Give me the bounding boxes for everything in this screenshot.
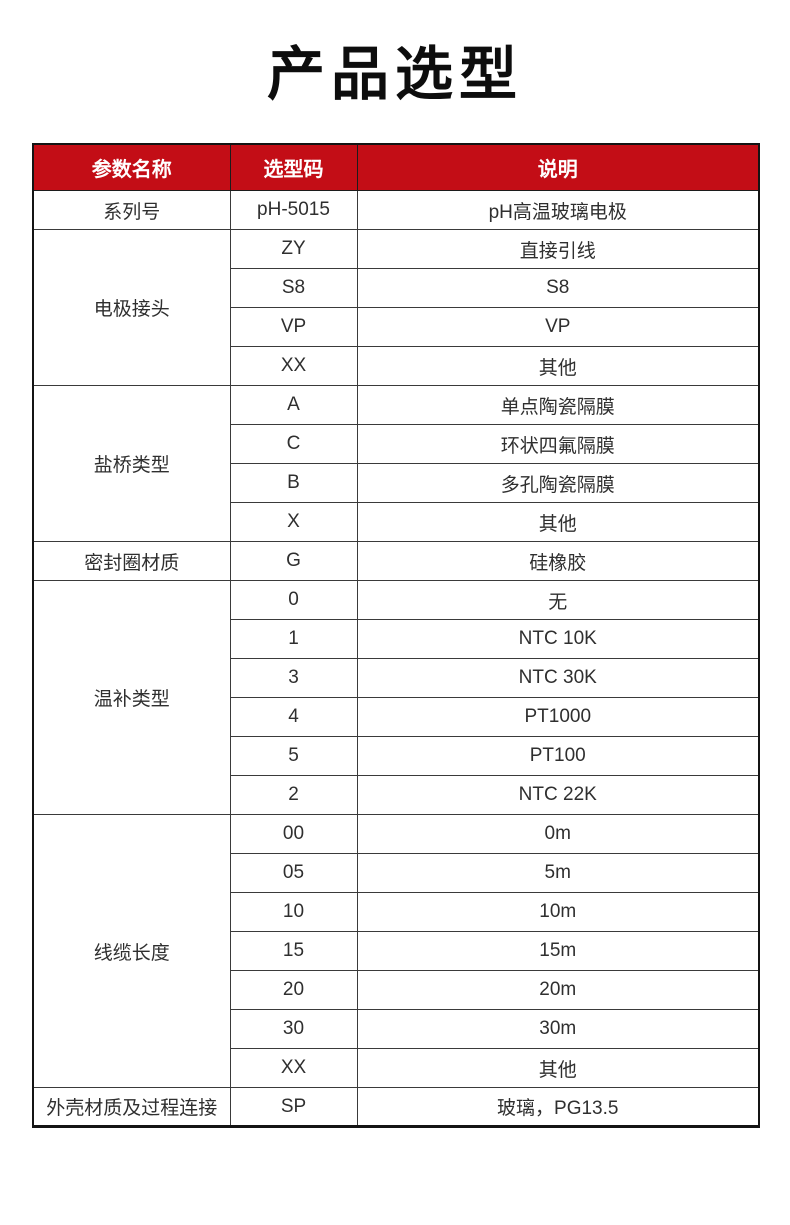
table-row: 密封圈材质 G 硅橡胶: [32, 541, 760, 581]
column-header-description: 说明: [356, 143, 760, 191]
selection-code-cell: 00: [229, 814, 358, 854]
description-cell: 玻璃，PG13.5: [356, 1087, 760, 1127]
selection-code-cell: C: [229, 424, 358, 464]
selection-code-cell: 4: [229, 697, 358, 737]
header-row: 参数名称 选型码 说明: [32, 143, 760, 191]
description-cell: NTC 10K: [356, 619, 760, 659]
page-title: 产品选型: [266, 41, 523, 107]
table-row: 15 15m: [33, 931, 760, 971]
table-row: XX 其他: [33, 1048, 760, 1088]
description-cell: 多孔陶瓷隔膜: [356, 463, 760, 503]
selection-code-cell: 5: [229, 736, 358, 776]
selection-code-cell: 15: [229, 931, 358, 971]
selection-code-cell: SP: [229, 1087, 358, 1127]
table-row: 05 5m: [33, 853, 760, 893]
description-cell: 其他: [356, 502, 760, 542]
selection-code-cell: X: [229, 502, 358, 542]
param-name-cell: 盐桥类型: [32, 385, 231, 542]
description-cell: 5m: [356, 853, 760, 893]
description-cell: 10m: [356, 892, 760, 932]
selection-code-cell: 3: [229, 658, 358, 698]
column-header-selection-code: 选型码: [229, 143, 358, 191]
table-row: 线缆长度 00 0m: [32, 814, 760, 1088]
table-row: VP VP: [33, 307, 760, 347]
description-cell: 直接引线: [356, 229, 760, 269]
description-cell: 其他: [356, 1048, 760, 1088]
selection-code-cell: ZY: [229, 229, 358, 269]
table-row: B 多孔陶瓷隔膜: [33, 463, 760, 503]
selection-code-cell: A: [229, 385, 358, 425]
selection-code-cell: 10: [229, 892, 358, 932]
selection-code-cell: 30: [229, 1009, 358, 1049]
description-cell: NTC 30K: [356, 658, 760, 698]
param-name-cell: 密封圈材质: [32, 541, 231, 581]
product-selection-table: 参数名称 选型码 说明 系列号 pH-5015 pH高温玻璃电极 电极接头 ZY 直接引线…: [32, 143, 760, 1128]
param-name-cell: 电极接头: [32, 229, 231, 386]
selection-code-cell: VP: [229, 307, 358, 347]
description-cell: PT100: [356, 736, 760, 776]
description-cell: 0m: [356, 814, 760, 854]
selection-code-cell: B: [229, 463, 358, 503]
param-name-cell: 线缆长度: [32, 814, 231, 1088]
selection-code-cell: pH-5015: [229, 190, 358, 230]
column-header-param-name: 参数名称: [32, 143, 231, 191]
table-row: 外壳材质及过程连接 SP 玻璃，PG13.5: [32, 1087, 760, 1127]
table-row: 5 PT100: [33, 736, 760, 776]
selection-code-cell: 1: [229, 619, 358, 659]
table-row: 电极接头 ZY 直接引线: [32, 229, 760, 386]
selection-code-cell: 05: [229, 853, 358, 893]
description-cell: 无: [356, 580, 760, 620]
table-row: 温补类型 0 无: [32, 580, 760, 815]
table-row: 20 20m: [33, 970, 760, 1010]
description-cell: 单点陶瓷隔膜: [356, 385, 760, 425]
description-cell: 其他: [356, 346, 760, 386]
description-cell: 20m: [356, 970, 760, 1010]
selection-code-cell: 0: [229, 580, 358, 620]
table-row: 30 30m: [33, 1009, 760, 1049]
description-cell: pH高温玻璃电极: [356, 190, 760, 230]
table-row: 4 PT1000: [33, 697, 760, 737]
table-row: 盐桥类型 A 单点陶瓷隔膜: [32, 385, 760, 542]
description-cell: 硅橡胶: [356, 541, 760, 581]
description-cell: 15m: [356, 931, 760, 971]
selection-code-cell: G: [229, 541, 358, 581]
description-cell: NTC 22K: [356, 775, 760, 815]
description-cell: 30m: [356, 1009, 760, 1049]
table-row: 2 NTC 22K: [33, 775, 760, 815]
table-body: 系列号 pH-5015 pH高温玻璃电极 电极接头 ZY 直接引线 S8 S8 VP VP XX 其他…: [32, 190, 760, 1127]
table-row: S8 S8: [33, 268, 760, 308]
description-cell: 环状四氟隔膜: [356, 424, 760, 464]
selection-code-cell: S8: [229, 268, 358, 308]
param-name-cell: 系列号: [32, 190, 231, 230]
description-cell: PT1000: [356, 697, 760, 737]
param-name-cell: 温补类型: [32, 580, 231, 815]
selection-code-cell: 2: [229, 775, 358, 815]
selection-code-cell: XX: [229, 346, 358, 386]
table-row: X 其他: [33, 502, 760, 542]
table-row: 系列号 pH-5015 pH高温玻璃电极: [32, 190, 760, 230]
selection-code-cell: 20: [229, 970, 358, 1010]
description-cell: S8: [356, 268, 760, 308]
table-row: 3 NTC 30K: [33, 658, 760, 698]
selection-code-cell: XX: [229, 1048, 358, 1088]
param-name-cell: 外壳材质及过程连接: [32, 1087, 231, 1127]
table-row: XX 其他: [33, 346, 760, 386]
title-area: 产品选型: [0, 0, 790, 143]
table-row: C 环状四氟隔膜: [33, 424, 760, 464]
table-header: 参数名称 选型码 说明: [32, 143, 760, 191]
description-cell: VP: [356, 307, 760, 347]
